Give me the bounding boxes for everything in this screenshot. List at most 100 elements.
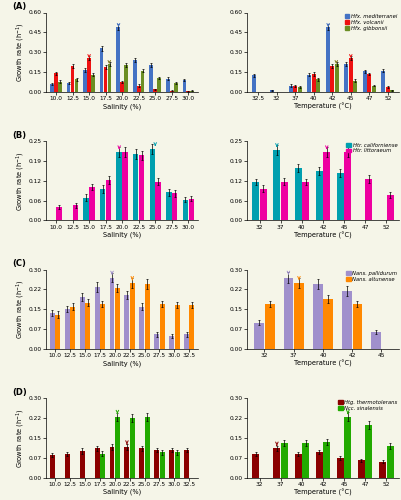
Bar [316, 452, 323, 477]
Bar [365, 179, 373, 220]
Bar [150, 149, 155, 220]
Bar [174, 306, 180, 349]
Legend: Hfx. mediterranei, Hfx. volcanii, Hfx. gibbonsii: Hfx. mediterranei, Hfx. volcanii, Hfx. g… [344, 14, 398, 31]
Bar [154, 90, 157, 92]
Y-axis label: Growth rate (h$^{-1}$): Growth rate (h$^{-1}$) [14, 151, 27, 210]
Bar [145, 284, 150, 349]
Bar [154, 334, 159, 349]
Bar [83, 70, 87, 92]
Bar [337, 173, 344, 220]
Bar [166, 192, 172, 220]
Bar [100, 190, 105, 220]
Text: (C): (C) [13, 260, 26, 268]
Bar [80, 451, 85, 477]
Bar [273, 150, 280, 220]
Bar [367, 74, 371, 92]
Bar [387, 446, 394, 478]
Bar [160, 304, 164, 349]
Bar [254, 322, 264, 349]
Bar [294, 283, 304, 349]
Bar [390, 90, 394, 92]
Text: (B): (B) [13, 131, 27, 140]
Bar [379, 462, 386, 477]
X-axis label: Temperature (°C): Temperature (°C) [294, 103, 352, 110]
Bar [170, 90, 174, 92]
Bar [186, 91, 190, 92]
Bar [302, 443, 309, 478]
Bar [160, 452, 164, 477]
Bar [169, 336, 174, 349]
X-axis label: Salinity (%): Salinity (%) [103, 489, 141, 495]
Bar [330, 66, 334, 92]
Bar [387, 195, 394, 220]
Bar [100, 304, 105, 349]
Bar [109, 278, 115, 349]
Legend: Htr. californiense, Htr. littoraeum: Htr. californiense, Htr. littoraeum [346, 142, 398, 154]
X-axis label: Salinity (%): Salinity (%) [103, 232, 141, 238]
Bar [172, 194, 178, 220]
Bar [154, 450, 159, 477]
Bar [302, 182, 309, 220]
Bar [108, 64, 111, 92]
Bar [337, 458, 344, 477]
Bar [95, 448, 99, 478]
Bar [70, 306, 75, 349]
Bar [95, 287, 99, 349]
Bar [58, 82, 62, 92]
Bar [89, 187, 95, 220]
Bar [73, 205, 78, 220]
Bar [150, 64, 153, 92]
Bar [281, 443, 288, 478]
Bar [116, 152, 122, 220]
Bar [293, 86, 297, 92]
Bar [365, 424, 373, 478]
Bar [156, 182, 161, 220]
Bar [115, 288, 120, 349]
Bar [80, 298, 85, 349]
Bar [116, 27, 120, 92]
X-axis label: Temperature (°C): Temperature (°C) [294, 232, 352, 239]
Bar [323, 298, 333, 349]
Bar [190, 306, 194, 349]
Bar [184, 334, 189, 349]
Bar [100, 48, 103, 92]
Bar [252, 454, 259, 477]
Bar [323, 152, 330, 220]
Bar [344, 152, 351, 220]
Bar [104, 68, 107, 92]
Bar [353, 80, 357, 92]
Bar [157, 78, 161, 92]
Bar [371, 332, 381, 349]
Bar [133, 154, 138, 220]
Bar [109, 447, 115, 478]
Bar [91, 74, 95, 92]
Bar [270, 90, 274, 92]
Bar [133, 60, 137, 92]
Bar [307, 74, 311, 92]
Bar [363, 72, 367, 92]
Bar [115, 416, 120, 478]
Bar [130, 418, 135, 478]
Bar [56, 207, 62, 220]
Bar [386, 87, 390, 92]
Bar [190, 90, 194, 92]
Bar [166, 78, 170, 92]
Bar [252, 182, 259, 220]
Bar [65, 454, 70, 477]
X-axis label: Temperature (°C): Temperature (°C) [294, 360, 352, 368]
Bar [141, 70, 144, 92]
Bar [284, 278, 293, 349]
Bar [294, 168, 302, 220]
X-axis label: Temperature (°C): Temperature (°C) [294, 489, 352, 496]
Text: (A): (A) [13, 2, 27, 12]
Y-axis label: Growth rate (h$^{-1}$): Growth rate (h$^{-1}$) [14, 22, 27, 82]
Bar [372, 86, 376, 92]
Bar [140, 306, 144, 349]
Bar [75, 80, 78, 92]
Bar [65, 310, 70, 349]
Bar [124, 447, 130, 478]
Bar [145, 416, 150, 478]
Bar [106, 180, 111, 220]
Bar [281, 182, 288, 220]
Bar [100, 454, 105, 477]
